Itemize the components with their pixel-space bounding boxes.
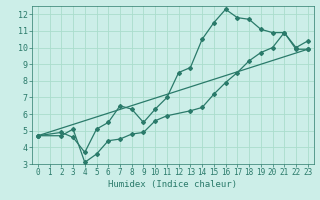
X-axis label: Humidex (Indice chaleur): Humidex (Indice chaleur) [108, 180, 237, 189]
